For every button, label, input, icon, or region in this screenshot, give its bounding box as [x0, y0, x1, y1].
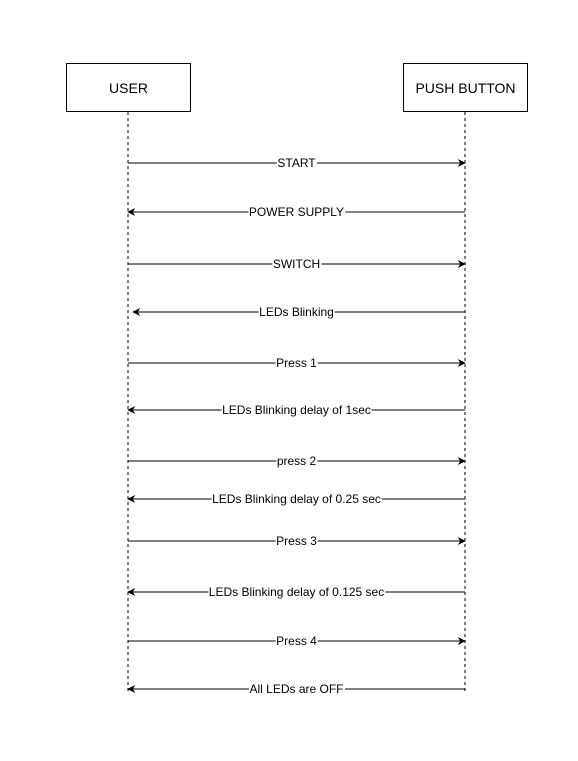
message-label-10: LEDs Blinking delay of 0.125 sec: [207, 585, 386, 599]
message-label-1: START: [276, 156, 317, 170]
message-label-4: LEDs Blinking: [258, 305, 335, 319]
message-label-8: LEDs Blinking delay of 0.25 sec: [211, 492, 382, 506]
message-label-12: All LEDs are OFF: [248, 682, 345, 696]
message-label-3: SWITCH: [271, 257, 322, 271]
participant-user-label: USER: [109, 79, 148, 96]
participant-push-button-label: PUSH BUTTON: [415, 79, 516, 96]
message-arrows: [127, 159, 466, 693]
message-label-2: POWER SUPPLY: [247, 205, 346, 219]
participant-user-box: USER: [66, 63, 191, 112]
message-label-6: LEDs Blinking delay of 1sec: [221, 403, 372, 417]
message-label-7: press 2: [275, 454, 318, 468]
participant-push-button-box: PUSH BUTTON: [403, 63, 528, 112]
message-label-9: Press 3: [275, 534, 318, 548]
message-label-11: Press 4: [275, 634, 318, 648]
message-label-5: Press 1: [275, 356, 318, 370]
